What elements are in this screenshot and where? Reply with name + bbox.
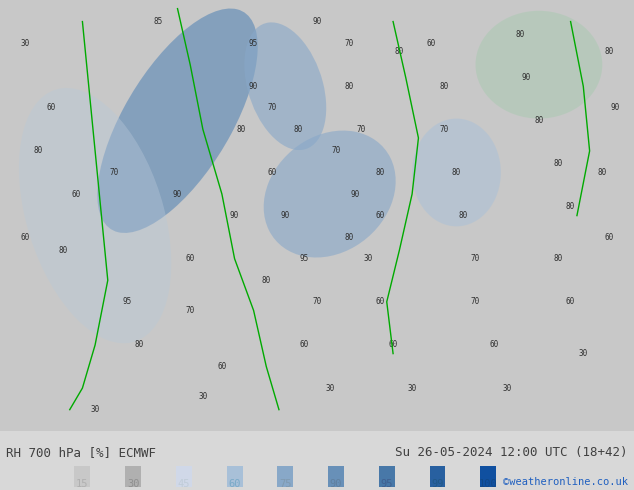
Text: 60: 60 [186, 254, 195, 263]
Text: 60: 60 [427, 39, 436, 48]
Text: 60: 60 [389, 341, 398, 349]
Text: 70: 70 [471, 254, 480, 263]
Text: 99: 99 [431, 479, 444, 489]
Ellipse shape [19, 88, 171, 343]
Text: 70: 70 [313, 297, 321, 306]
Text: 70: 70 [344, 39, 353, 48]
Text: 60: 60 [268, 168, 277, 177]
Text: 80: 80 [344, 82, 353, 91]
Text: 80: 80 [236, 125, 245, 134]
Text: 60: 60 [566, 297, 575, 306]
Text: 95: 95 [380, 479, 393, 489]
Text: 30: 30 [198, 392, 207, 401]
Text: 70: 70 [439, 125, 448, 134]
Bar [227, 466, 242, 487]
Text: 60: 60 [604, 233, 613, 242]
Text: 60: 60 [228, 479, 241, 489]
Text: 15: 15 [76, 479, 89, 489]
Text: 30: 30 [91, 405, 100, 414]
Text: RH 700 hPa [%] ECMWF: RH 700 hPa [%] ECMWF [6, 446, 157, 459]
Text: 30: 30 [21, 39, 30, 48]
Text: 30: 30 [408, 384, 417, 392]
Text: 90: 90 [313, 17, 321, 26]
Text: 100: 100 [479, 479, 498, 489]
Text: 45: 45 [178, 479, 190, 489]
Text: 60: 60 [46, 103, 55, 112]
Text: 70: 70 [332, 147, 340, 155]
Text: 80: 80 [452, 168, 461, 177]
Text: 80: 80 [262, 276, 271, 285]
Text: 75: 75 [279, 479, 292, 489]
Text: 80: 80 [59, 245, 68, 255]
Text: 60: 60 [376, 211, 385, 220]
Text: 70: 70 [110, 168, 119, 177]
Text: 60: 60 [300, 341, 309, 349]
Text: 90: 90 [281, 211, 290, 220]
Text: 85: 85 [154, 17, 163, 26]
Text: 90: 90 [351, 190, 359, 198]
Text: 90: 90 [330, 479, 342, 489]
Text: 80: 80 [34, 147, 42, 155]
Text: 70: 70 [268, 103, 277, 112]
Text: 60: 60 [72, 190, 81, 198]
Ellipse shape [264, 130, 396, 258]
Text: 30: 30 [325, 384, 334, 392]
Text: 80: 80 [458, 211, 467, 220]
Text: 80: 80 [566, 202, 575, 212]
Bar [126, 466, 141, 487]
Text: 90: 90 [249, 82, 258, 91]
Bar [328, 466, 344, 487]
Text: 60: 60 [21, 233, 30, 242]
Ellipse shape [244, 23, 327, 150]
Text: Su 26-05-2024 12:00 UTC (18+42): Su 26-05-2024 12:00 UTC (18+42) [395, 446, 628, 459]
Text: 95: 95 [300, 254, 309, 263]
Text: 95: 95 [249, 39, 258, 48]
Text: 90: 90 [230, 211, 239, 220]
Text: 80: 80 [439, 82, 448, 91]
Text: 80: 80 [553, 254, 562, 263]
Text: 80: 80 [135, 341, 144, 349]
Bar [379, 466, 394, 487]
Text: 60: 60 [217, 362, 226, 371]
Text: 80: 80 [598, 168, 607, 177]
Bar [481, 466, 496, 487]
Text: 80: 80 [604, 47, 613, 56]
Text: 30: 30 [127, 479, 139, 489]
Text: 60: 60 [376, 297, 385, 306]
Text: 30: 30 [579, 349, 588, 358]
Text: 70: 70 [471, 297, 480, 306]
Text: 90: 90 [611, 103, 619, 112]
Text: 80: 80 [344, 233, 353, 242]
Text: 60: 60 [490, 341, 499, 349]
Text: 80: 80 [376, 168, 385, 177]
Text: 70: 70 [186, 306, 195, 315]
Text: 80: 80 [294, 125, 302, 134]
Text: 80: 80 [515, 30, 524, 39]
Text: ©weatheronline.co.uk: ©weatheronline.co.uk [503, 477, 628, 487]
Text: 30: 30 [503, 384, 512, 392]
Bar [278, 466, 293, 487]
Text: 70: 70 [357, 125, 366, 134]
Text: 90: 90 [173, 190, 182, 198]
Text: 80: 80 [395, 47, 404, 56]
Text: 90: 90 [522, 73, 531, 82]
Text: 30: 30 [363, 254, 372, 263]
Bar [176, 466, 192, 487]
Bar [430, 466, 446, 487]
Bar [75, 466, 91, 487]
Text: 80: 80 [534, 116, 543, 125]
Ellipse shape [412, 119, 501, 226]
Text: 80: 80 [553, 159, 562, 169]
Ellipse shape [98, 8, 257, 233]
Text: 95: 95 [122, 297, 131, 306]
Ellipse shape [476, 11, 602, 119]
